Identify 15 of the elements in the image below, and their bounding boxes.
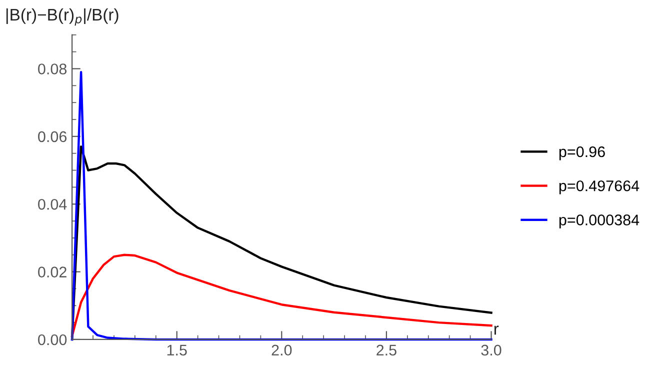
x-tick-label: 2.5 — [376, 344, 396, 356]
x-tick-label: 3.0 — [481, 344, 502, 356]
y-axis-title: |B(r)−B(r)$_{p}$|/B(r) — [6, 8, 118, 26]
x-tick-label: 2.0 — [272, 344, 292, 356]
y-tick-label: 0.08 — [38, 64, 67, 74]
y-tick-label: 0.06 — [38, 131, 67, 142]
legend-label: p=0.000384 — [559, 214, 640, 228]
line-series — [70, 254, 492, 338]
y-tick-label: 0.00 — [38, 334, 67, 346]
y-tick-label: 0.02 — [38, 266, 66, 278]
legend-label: p=0.96 — [559, 146, 605, 160]
x-tick-label: 1.5 — [167, 344, 187, 356]
x-axis-title: r — [494, 326, 499, 335]
y-tick-label: 0.04 — [38, 198, 67, 210]
legend-label: p=0.497664 — [559, 180, 640, 194]
